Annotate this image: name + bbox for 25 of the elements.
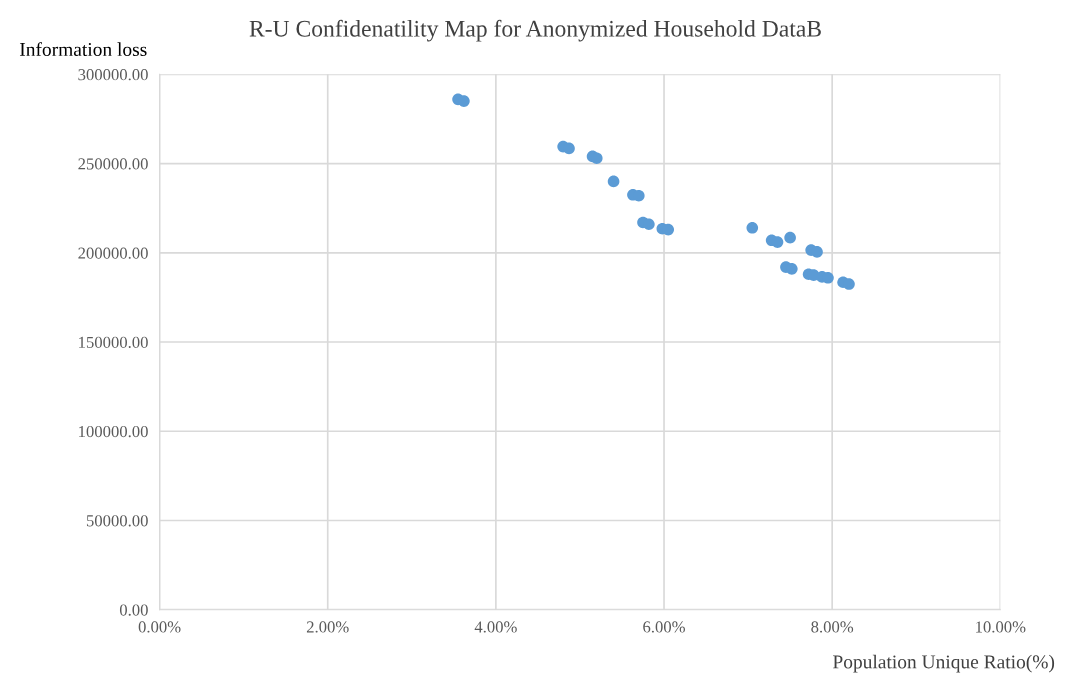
y-tick-label: 50000.00 <box>86 515 148 527</box>
point <box>563 142 575 155</box>
y-tick-label: 150000.00 <box>79 336 148 349</box>
point <box>746 222 759 234</box>
x-tick-label: 0.00% <box>138 621 181 633</box>
y-tick-label: 100000.00 <box>79 425 148 438</box>
x-tick-label: 4.00% <box>474 621 517 633</box>
point <box>811 246 823 258</box>
x-tick-label: 2.00% <box>306 621 349 633</box>
x-axis-title: Population Unique Ratio(%) <box>832 654 1055 673</box>
chart-title: R-U Confidenatility Map for Anonymized Household DataB <box>249 19 821 42</box>
x-tick-label: 6.00% <box>643 621 685 633</box>
point <box>843 278 855 290</box>
y-axis-title: Information loss <box>19 42 147 57</box>
y-tick-label: 300000.00 <box>78 69 148 81</box>
x-tick-label: 8.00% <box>811 621 854 633</box>
point <box>784 231 796 244</box>
x-tick-label: 10.00% <box>976 621 1026 633</box>
point <box>786 263 798 275</box>
point <box>458 95 470 107</box>
y-tick-label: 200000.00 <box>78 247 148 259</box>
y-tick-label: 250000.00 <box>78 158 148 170</box>
y-tick-label: 0.00 <box>119 604 148 616</box>
point <box>607 175 620 188</box>
point <box>643 218 655 231</box>
